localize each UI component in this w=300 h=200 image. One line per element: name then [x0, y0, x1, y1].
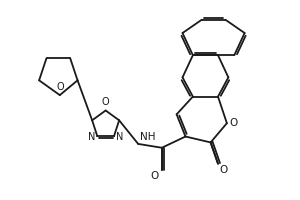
Text: O: O	[150, 171, 158, 181]
Text: O: O	[57, 82, 64, 92]
Text: O: O	[102, 97, 110, 107]
Text: NH: NH	[140, 132, 155, 142]
Text: N: N	[88, 132, 95, 142]
Text: O: O	[220, 165, 228, 175]
Text: N: N	[116, 132, 124, 142]
Text: O: O	[230, 118, 238, 128]
